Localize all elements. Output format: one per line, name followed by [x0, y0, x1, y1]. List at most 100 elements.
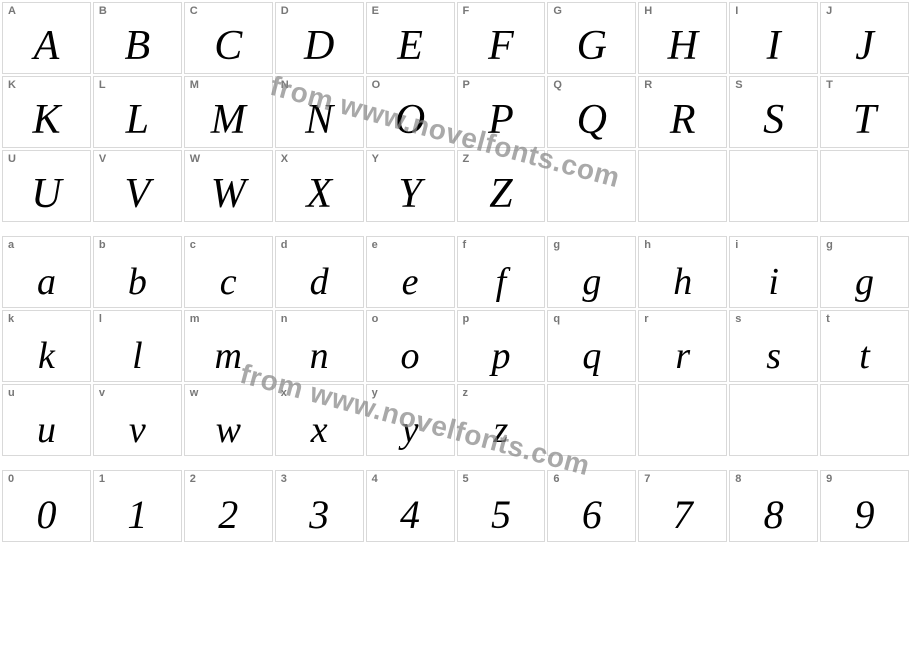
- glyph-cell: VV: [93, 150, 182, 222]
- glyph-cell: 66: [547, 470, 636, 542]
- cell-key-label: H: [644, 6, 652, 17]
- cell-glyph: F: [458, 25, 545, 67]
- cell-key-label: u: [8, 388, 15, 399]
- cell-key-label: 6: [553, 474, 559, 485]
- cell-glyph: C: [185, 25, 272, 67]
- cell-key-label: S: [735, 80, 742, 91]
- cell-key-label: Z: [463, 154, 470, 165]
- glyph-cell: mm: [184, 310, 273, 382]
- cell-key-label: N: [281, 80, 289, 91]
- cell-key-label: e: [372, 240, 378, 251]
- glyph-cell: [638, 150, 727, 222]
- cell-key-label: o: [372, 314, 379, 325]
- cell-glyph: S: [730, 99, 817, 141]
- cell-glyph: h: [639, 263, 726, 301]
- cell-key-label: I: [735, 6, 738, 17]
- glyph-cell: XX: [275, 150, 364, 222]
- section-uppercase: AABBCCDDEEFFGGHHIIJJKKLLMMNNOOPPQQRRSSTT…: [2, 2, 909, 222]
- cell-glyph: G: [548, 25, 635, 67]
- cell-glyph: e: [367, 263, 454, 301]
- cell-glyph: 3: [276, 495, 363, 535]
- glyph-cell: MM: [184, 76, 273, 148]
- cell-key-label: b: [99, 240, 106, 251]
- cell-glyph: o: [367, 337, 454, 375]
- cell-key-label: G: [553, 6, 562, 17]
- cell-glyph: 7: [639, 495, 726, 535]
- glyph-cell: BB: [93, 2, 182, 74]
- cell-key-label: P: [463, 80, 470, 91]
- cell-key-label: g: [553, 240, 560, 251]
- cell-glyph: s: [730, 337, 817, 375]
- glyph-cell: dd: [275, 236, 364, 308]
- glyph-cell: YY: [366, 150, 455, 222]
- glyph-cell: TT: [820, 76, 909, 148]
- cell-key-label: 1: [99, 474, 105, 485]
- glyph-cell: GG: [547, 2, 636, 74]
- glyph-cell: OO: [366, 76, 455, 148]
- cell-key-label: 0: [8, 474, 14, 485]
- glyph-cell: [547, 150, 636, 222]
- cell-glyph: H: [639, 25, 726, 67]
- cell-glyph: N: [276, 99, 363, 141]
- glyph-cell: NN: [275, 76, 364, 148]
- glyph-cell: 44: [366, 470, 455, 542]
- cell-key-label: W: [190, 154, 200, 165]
- glyph-cell: [820, 150, 909, 222]
- cell-key-label: z: [463, 388, 469, 399]
- glyph-cell: pp: [457, 310, 546, 382]
- cell-key-label: D: [281, 6, 289, 17]
- cell-key-label: d: [281, 240, 288, 251]
- cell-glyph: y: [367, 411, 454, 449]
- glyph-cell: EE: [366, 2, 455, 74]
- section-digits: 00112233445566778899: [2, 470, 909, 542]
- glyph-cell: FF: [457, 2, 546, 74]
- cell-key-label: v: [99, 388, 105, 399]
- glyph-cell: ii: [729, 236, 818, 308]
- cell-key-label: y: [372, 388, 378, 399]
- glyph-cell: xx: [275, 384, 364, 456]
- glyph-cell: LL: [93, 76, 182, 148]
- cell-glyph: V: [94, 173, 181, 215]
- cell-glyph: B: [94, 25, 181, 67]
- cell-key-label: k: [8, 314, 14, 325]
- glyph-cell: UU: [2, 150, 91, 222]
- glyph-cell: uu: [2, 384, 91, 456]
- cell-glyph: d: [276, 263, 363, 301]
- cell-glyph: v: [94, 411, 181, 449]
- glyph-cell: yy: [366, 384, 455, 456]
- cell-glyph: E: [367, 25, 454, 67]
- cell-glyph: a: [3, 263, 90, 301]
- glyph-cell: 55: [457, 470, 546, 542]
- cell-key-label: 2: [190, 474, 196, 485]
- cell-glyph: b: [94, 263, 181, 301]
- cell-key-label: n: [281, 314, 288, 325]
- cell-glyph: R: [639, 99, 726, 141]
- cell-key-label: K: [8, 80, 16, 91]
- cell-glyph: O: [367, 99, 454, 141]
- cell-key-label: F: [463, 6, 470, 17]
- glyph-cell: bb: [93, 236, 182, 308]
- glyph-cell: 99: [820, 470, 909, 542]
- cell-glyph: Z: [458, 173, 545, 215]
- cell-key-label: E: [372, 6, 379, 17]
- cell-key-label: V: [99, 154, 106, 165]
- cell-key-label: O: [372, 80, 381, 91]
- cell-key-label: X: [281, 154, 288, 165]
- cell-glyph: l: [94, 337, 181, 375]
- glyph-cell: RR: [638, 76, 727, 148]
- glyph-cell: SS: [729, 76, 818, 148]
- glyph-cell: CC: [184, 2, 273, 74]
- cell-glyph: J: [821, 25, 908, 67]
- cell-glyph: U: [3, 173, 90, 215]
- cell-glyph: L: [94, 99, 181, 141]
- cell-glyph: k: [3, 337, 90, 375]
- glyph-cell: [820, 384, 909, 456]
- glyph-cell: gg: [820, 236, 909, 308]
- cell-key-label: 5: [463, 474, 469, 485]
- cell-key-label: h: [644, 240, 651, 251]
- glyph-cell: rr: [638, 310, 727, 382]
- glyph-cell: [638, 384, 727, 456]
- glyph-cell: [729, 384, 818, 456]
- cell-key-label: 8: [735, 474, 741, 485]
- cell-key-label: f: [463, 240, 467, 251]
